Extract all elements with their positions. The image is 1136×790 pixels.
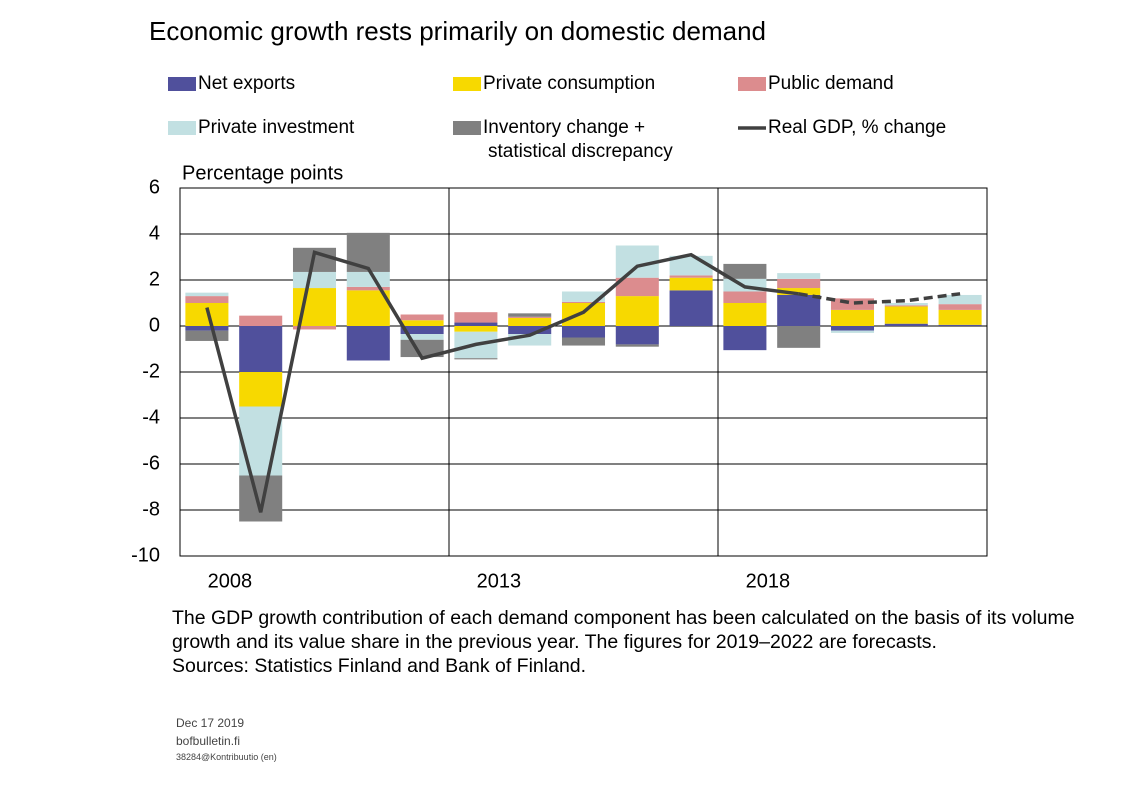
bar-segment — [508, 317, 552, 326]
bar-segment — [777, 278, 821, 289]
gdp-line — [205, 250, 799, 513]
y-tick-label: -6 — [142, 452, 160, 474]
bar-segment — [239, 475, 283, 522]
bar-segment — [185, 296, 229, 303]
notes: The GDP growth contribution of each dema… — [172, 606, 1102, 678]
note-text: The GDP growth contribution of each dema… — [172, 607, 1075, 653]
bar-segment — [400, 334, 444, 340]
y-tick-label: -2 — [142, 360, 160, 382]
bar-segment — [346, 286, 390, 291]
legend-label: Inventory change + statistical discrepanc… — [483, 117, 673, 162]
bar-segment — [346, 232, 390, 272]
legend-label: Real GDP, % change — [768, 117, 946, 138]
y-tick-label: 0 — [149, 314, 160, 336]
bar-segment — [777, 273, 821, 279]
y-tick-label: -4 — [142, 406, 160, 428]
x-tick-label: 2008 — [208, 570, 253, 592]
bar-segment — [615, 344, 659, 347]
bar-segment — [615, 296, 659, 326]
bar-segment — [830, 326, 875, 331]
bar-segment — [508, 326, 552, 335]
y-tick-label: 4 — [149, 222, 160, 244]
bar-segment — [938, 324, 982, 326]
bar-segment — [938, 294, 982, 305]
bar-segment — [239, 326, 283, 372]
chart-title: Economic growth rests primarily on domes… — [149, 16, 766, 46]
bar-segment — [454, 326, 498, 332]
bar-segment — [723, 291, 767, 303]
bar-segment — [777, 288, 821, 295]
legend-label: Net exports — [198, 73, 295, 94]
bar-segment — [669, 277, 713, 291]
bar-segment — [561, 303, 606, 326]
x-tick-label: 2018 — [746, 570, 791, 592]
bar-segment — [561, 337, 606, 346]
bar-segment — [884, 305, 928, 307]
date: Dec 17 2019 — [176, 716, 245, 730]
bar-segment — [615, 277, 659, 297]
bar-segment — [830, 330, 875, 333]
bar-segment — [777, 326, 821, 348]
bar-segment — [561, 291, 606, 302]
bar-segment — [400, 326, 444, 335]
legend-swatch — [453, 121, 481, 135]
bar-segment — [508, 316, 552, 318]
bar-segment — [346, 326, 390, 361]
y-tick-label: -10 — [131, 544, 160, 566]
plot-frame — [179, 187, 988, 557]
bar-segment — [292, 271, 337, 289]
sources: Sources: Statistics Finland and Bank of … — [172, 655, 587, 677]
legend-swatch — [168, 121, 196, 135]
bar-segment — [723, 263, 767, 279]
bar-segment — [185, 303, 229, 326]
bar-segment — [723, 326, 767, 351]
y-axis-label: Percentage points — [182, 162, 343, 184]
bar-segment — [884, 303, 928, 306]
legend-label: Public demand — [768, 73, 894, 94]
bar-segment — [830, 309, 875, 326]
bar-segment — [400, 314, 444, 321]
bar-segment — [777, 294, 821, 326]
bar-segment — [508, 334, 552, 346]
legend-label: Private consumption — [483, 73, 655, 94]
gdp-line-forecast — [798, 292, 961, 305]
bar-segment — [292, 326, 337, 330]
bar-segment — [669, 290, 713, 326]
bar-segment — [938, 309, 982, 325]
bar-segment — [830, 298, 875, 310]
bar-segment — [346, 290, 390, 326]
bar-segment — [884, 323, 928, 326]
bar-segment — [400, 339, 444, 358]
bar-segment — [239, 372, 283, 407]
bar-segment — [884, 306, 928, 324]
legend-swatch — [453, 77, 481, 91]
bar-segment — [723, 303, 767, 326]
bar-segment — [185, 326, 229, 331]
legend-swatch — [738, 77, 766, 91]
bar-segment — [454, 312, 498, 323]
bar-segment — [185, 330, 229, 341]
bar-segment — [185, 292, 229, 297]
bar-segment — [561, 301, 606, 303]
site: bofbulletin.fi — [176, 734, 241, 748]
bar-segment — [561, 326, 606, 338]
legend-label: Private investment — [198, 117, 355, 138]
legend-swatch — [168, 77, 196, 91]
bar-segment — [346, 271, 390, 287]
y-tick-label: -8 — [142, 498, 160, 520]
y-tick-label: 2 — [149, 268, 160, 290]
bar-segment — [454, 322, 498, 326]
bar-segment — [938, 304, 982, 310]
bar-segment — [400, 320, 444, 326]
bar-segment — [454, 358, 498, 360]
bar-segment — [239, 315, 283, 326]
bar-segment — [508, 313, 552, 317]
x-tick-label: 2013 — [477, 570, 522, 592]
bar-segment — [669, 275, 713, 278]
y-tick-label: 6 — [149, 176, 160, 198]
bar-segment — [615, 326, 659, 345]
code: 38284@Kontribuutio (en) — [176, 752, 277, 762]
